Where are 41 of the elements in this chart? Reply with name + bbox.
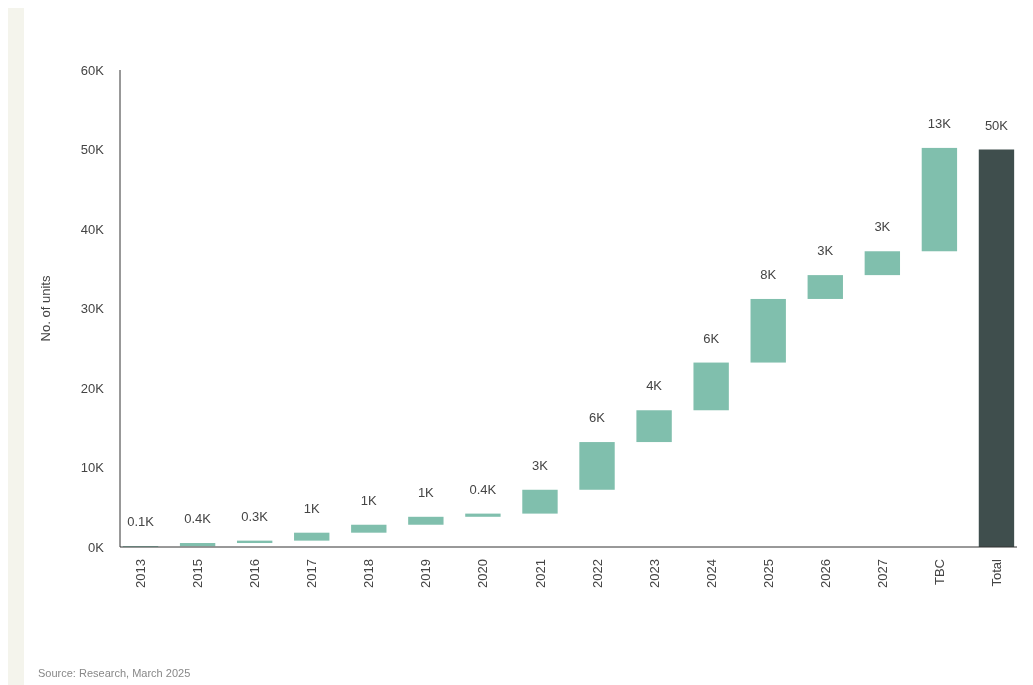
y-tick-label: 10K [80,460,105,476]
data-label: 0.4K [184,511,212,527]
data-label: 6K [703,330,720,346]
x-tick-label: 2022 [589,559,605,588]
x-tick-label: Total [989,558,1005,587]
data-label: 4K [646,378,663,394]
x-tick-label: 2017 [304,559,320,588]
source-note: Source: Research, March 2025 [38,667,191,679]
x-tick-label: 2019 [418,559,434,588]
x-tick-label: 2026 [817,559,833,588]
y-tick-label: 30K [80,301,105,317]
y-tick-label: 50K [80,142,105,158]
x-tick-label: 2027 [874,559,890,588]
x-tick-label: 2025 [760,559,776,588]
data-label: 3K [874,219,891,235]
data-label: 6K [589,410,606,426]
data-label: 1K [303,500,320,516]
x-tick-label: 2024 [703,559,719,588]
y-tick-label: 0K [88,539,105,555]
x-tick-label: TBC [931,559,947,585]
x-tick-label: 2018 [361,559,377,588]
data-label: 0.1K [127,514,155,530]
x-tick-label: 2016 [247,559,263,588]
x-tick-label: 2021 [532,559,548,588]
data-label: 50K [984,117,1009,133]
y-tick-label: 40K [80,221,105,237]
data-label: 1K [417,484,435,500]
data-label: 0.3K [241,508,269,524]
data-label: 3K [532,457,549,473]
data-label: 1K [360,492,378,508]
data-label: 13K [927,115,952,131]
x-tick-label: 2023 [646,559,662,588]
x-tick-label: 2013 [133,559,149,588]
x-tick-label: 2020 [475,559,491,588]
y-tick-label: 60K [80,62,105,78]
y-tick-label: 20K [80,380,105,396]
data-label: 3K [817,243,834,259]
y-axis-title: No. of units [38,275,53,342]
data-label: 8K [760,266,777,282]
data-label: 0.4K [469,481,497,497]
x-tick-label: 2015 [190,559,206,588]
